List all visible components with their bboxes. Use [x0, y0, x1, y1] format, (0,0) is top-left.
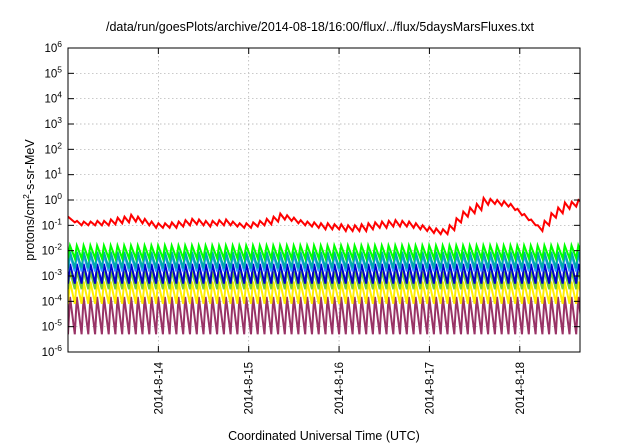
series-line [68, 195, 580, 237]
x-tick-label: 2014-8-15 [244, 362, 256, 414]
y-tick-label: 10-4 [42, 292, 63, 308]
y-tick-label: 100 [44, 191, 62, 207]
series-line [68, 281, 580, 305]
series-group [68, 195, 580, 335]
x-tick-label: 2014-8-16 [334, 362, 346, 414]
x-tick-labels: 2014-8-14 2014-8-15 2014-8-16 2014-8-17 2014… [153, 361, 526, 414]
y-tick-labels: 10-6 10-5 10-4 10-3 10-2 10-1 100 101 102 103 104 1… [42, 39, 63, 359]
y-tick-label: 101 [44, 166, 62, 182]
y-tick-label: 10-5 [42, 318, 63, 334]
chart-title: /data/run/goesPlots/archive/2014-08-18/1… [105, 20, 534, 34]
y-axis-label: protons/cm2-s-sr-MeV [21, 139, 37, 261]
y-tick-label: 102 [44, 140, 62, 156]
series-line [68, 296, 580, 335]
x-tick-label: 2014-8-17 [424, 362, 436, 414]
y-tick-label: 10-6 [42, 343, 63, 359]
x-axis-label: Coordinated Universal Time (UTC) [228, 429, 420, 443]
y-tick-label: 10-3 [42, 267, 63, 283]
series-line [68, 263, 580, 284]
series-line [68, 241, 580, 263]
y-tick-label: 106 [44, 39, 62, 55]
y-tick-label: 104 [44, 90, 62, 106]
y-tick-label: 103 [44, 115, 62, 131]
y-tick-label: 10-1 [42, 216, 63, 232]
y-tick-label: 10-2 [42, 242, 63, 258]
tick-marks [68, 47, 580, 353]
x-tick-label: 2014-8-14 [153, 361, 165, 414]
x-tick-label: 2014-8-18 [515, 362, 527, 414]
series-line [68, 251, 580, 269]
y-tick-label: 105 [44, 64, 62, 80]
